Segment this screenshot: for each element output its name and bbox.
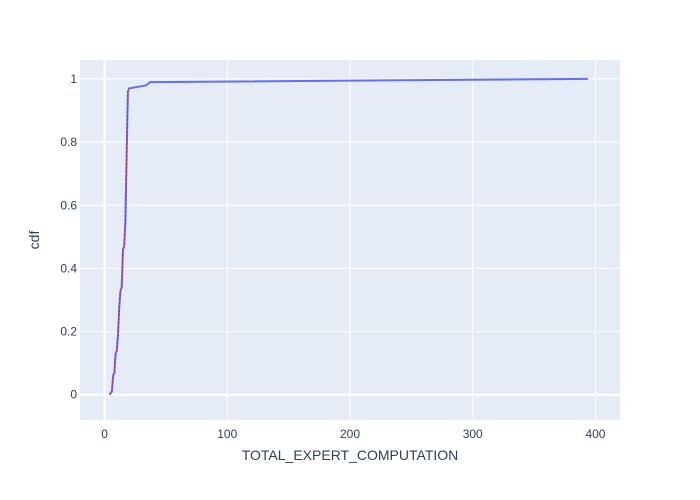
y-tick-label: 1 — [70, 72, 77, 86]
x-tick-label: 300 — [463, 427, 483, 441]
y-tick-label: 0 — [70, 388, 77, 402]
series-lines — [108, 77, 589, 396]
x-axis-title: TOTAL_EXPERT_COMPUTATION — [242, 447, 459, 463]
x-tick-label: 100 — [217, 427, 237, 441]
cdf-line — [108, 77, 589, 396]
x-tick-label: 400 — [585, 427, 605, 441]
cdf-line-overlay — [109, 88, 130, 396]
x-tick-label: 0 — [101, 427, 108, 441]
y-axis-title: cdf — [26, 231, 42, 250]
y-tick-label: 0.8 — [60, 135, 77, 149]
y-tick-label: 0.2 — [60, 325, 77, 339]
x-tick-labels: 0 100 200 300 400 — [101, 427, 606, 441]
x-tick-label: 200 — [340, 427, 360, 441]
y-tick-label: 0.4 — [60, 261, 77, 275]
y-tick-label: 0.6 — [60, 198, 77, 212]
y-tick-labels: 0 0.2 0.4 0.6 0.8 1 — [60, 72, 77, 402]
